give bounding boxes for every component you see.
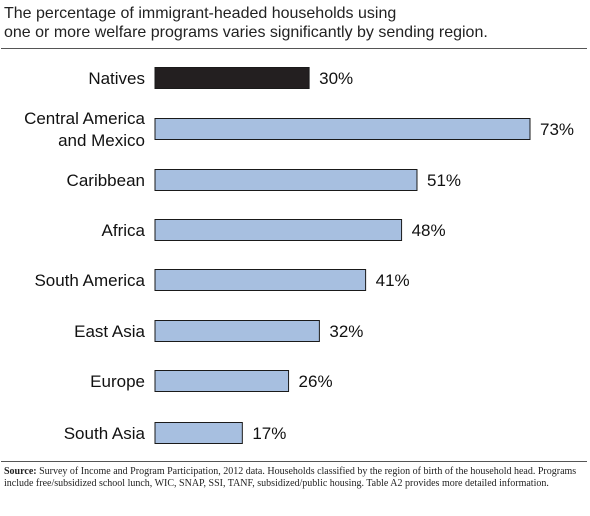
value-label-7: 17% [252,424,286,443]
chart-title: The percentage of immigrant-headed house… [4,4,584,42]
source-text: Survey of Income and Program Participati… [4,466,577,489]
chart-title-line-1: The percentage of immigrant-headed house… [4,5,397,22]
bar-7 [154,422,243,444]
source-note: Source: Survey of Income and Program Par… [4,466,586,490]
category-label-0: Natives [88,69,145,88]
bar-2 [154,169,418,191]
bar-4 [154,269,367,291]
chart-title-line-2: one or more welfare programs varies sign… [4,24,488,41]
bar-6 [154,370,290,392]
bar-0 [154,67,310,89]
category-label-4: South America [34,271,145,290]
value-label-0: 30% [319,69,353,88]
chart-frame [1,48,587,462]
bar-1 [154,118,531,140]
category-label-3: Africa [102,221,146,240]
category-label-6: Europe [90,372,145,391]
category-label-1: Central America and Mexico [24,109,145,150]
bar-5 [154,320,320,342]
value-label-2: 51% [427,171,461,190]
category-label-2: Caribbean [67,171,145,190]
source-label: Source: [4,466,37,477]
value-label-6: 26% [299,372,333,391]
value-label-1: 73% [540,120,574,139]
category-label-5: East Asia [74,322,145,341]
value-label-3: 48% [412,221,446,240]
bar-3 [154,219,403,241]
category-label-7: South Asia [64,424,146,443]
value-label-5: 32% [329,322,363,341]
value-label-4: 41% [376,271,410,290]
